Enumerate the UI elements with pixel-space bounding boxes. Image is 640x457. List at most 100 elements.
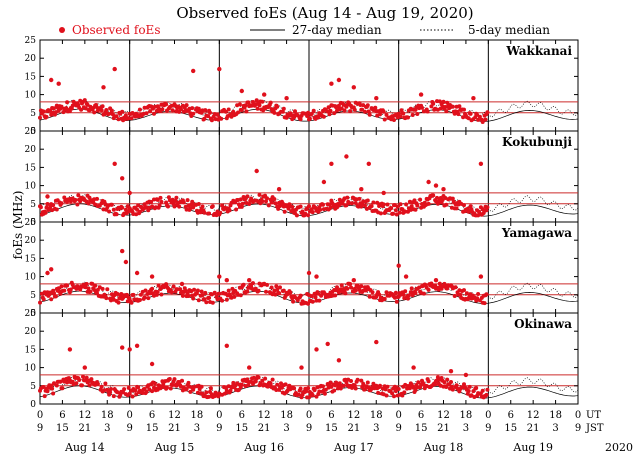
observed-point	[127, 190, 132, 196]
observed-point	[276, 187, 282, 192]
observed-point	[247, 278, 252, 283]
observed-point	[49, 297, 54, 302]
observed-point	[485, 205, 490, 210]
observed-point	[127, 391, 132, 396]
observed-point	[409, 204, 414, 209]
observed-point	[137, 209, 142, 214]
observed-point	[266, 203, 271, 208]
observed-point	[484, 392, 489, 397]
observed-point	[224, 343, 229, 348]
observed-point	[269, 285, 274, 290]
observed-point	[251, 281, 255, 286]
observed-point	[226, 107, 231, 112]
observed-point	[340, 201, 345, 206]
observed-point	[363, 203, 367, 208]
observed-point	[142, 387, 147, 391]
observed-point	[50, 386, 55, 391]
observed-point	[397, 210, 402, 215]
observed-point	[41, 385, 46, 389]
observed-point	[95, 196, 99, 201]
observed-point	[282, 209, 287, 214]
observed-point	[107, 209, 112, 214]
legend-5day-label: 5-day median	[468, 23, 550, 37]
station-label: Yamagawa	[501, 226, 572, 240]
observed-point	[462, 203, 466, 208]
observed-point	[353, 386, 358, 391]
observed-point	[484, 292, 489, 297]
observed-point	[64, 106, 69, 111]
observed-point	[262, 92, 267, 97]
observed-point	[237, 102, 242, 107]
observed-point	[359, 284, 364, 289]
observed-point	[200, 204, 205, 209]
observed-point	[431, 193, 436, 198]
observed-point	[332, 388, 337, 393]
observed-point	[65, 100, 70, 105]
observed-point	[406, 296, 410, 301]
observed-point	[41, 109, 46, 114]
observed-point	[466, 389, 471, 393]
observed-point	[49, 77, 54, 83]
ut-tick-label: 12	[347, 410, 360, 421]
date-label: Aug 14	[64, 441, 105, 454]
observed-point	[452, 294, 457, 298]
ut-tick-label: 6	[328, 410, 334, 421]
observed-point	[245, 289, 250, 294]
observed-point	[381, 190, 386, 196]
observed-point	[60, 386, 65, 391]
observed-point	[167, 377, 172, 381]
observed-point	[195, 288, 200, 293]
observed-point	[49, 267, 54, 272]
observed-point	[274, 388, 279, 392]
y-tick-label: 5	[30, 200, 36, 210]
station-label: Okinawa	[514, 317, 572, 331]
observed-point	[406, 115, 410, 120]
observed-point	[118, 392, 123, 397]
observed-point	[478, 274, 484, 279]
observed-point	[381, 109, 386, 114]
observed-point	[184, 103, 189, 108]
observed-point	[321, 179, 327, 185]
observed-point	[127, 347, 132, 352]
observed-point	[275, 104, 280, 109]
observed-point	[345, 286, 350, 291]
observed-point	[105, 287, 110, 292]
jst-tick-label: 21	[258, 423, 271, 434]
y-tick-label: 0	[30, 218, 36, 228]
observed-point	[475, 112, 480, 117]
observed-point	[277, 291, 282, 296]
observed-point	[385, 384, 390, 389]
observed-point	[228, 388, 233, 393]
observed-point	[262, 194, 267, 199]
observed-point	[76, 193, 81, 198]
observed-point	[51, 203, 56, 208]
year-label: 2020	[605, 441, 633, 454]
observed-point	[143, 288, 148, 293]
observed-point	[52, 291, 56, 296]
jst-tick-label: 21	[78, 423, 91, 434]
ut-tick-label: 0	[37, 410, 43, 421]
x-axis: 0 6 12 18 0 6 12 18 0 6 12 18 0 6 12 18 0 6 12 18 0 6 12 18 0 9 15…	[37, 410, 633, 454]
observed-point	[450, 196, 455, 201]
observed-point	[480, 388, 485, 393]
observed-point	[284, 96, 289, 101]
observed-point	[276, 206, 281, 211]
jst-tick-label: 3	[552, 423, 558, 434]
observed-point	[401, 292, 406, 297]
observed-point	[409, 286, 414, 291]
observed-point	[111, 207, 116, 212]
observed-point	[411, 365, 416, 370]
observed-point	[254, 168, 259, 174]
observed-point	[112, 66, 117, 72]
observed-point	[382, 296, 387, 301]
ut-tick-label: 12	[437, 410, 450, 421]
observed-point	[384, 393, 389, 398]
observed-point	[341, 383, 346, 388]
observed-point	[398, 114, 403, 119]
observed-point	[480, 120, 485, 124]
jst-tick-label: 15	[415, 423, 428, 434]
observed-point	[59, 104, 64, 109]
observed-point	[255, 106, 260, 111]
observed-point	[146, 208, 151, 213]
